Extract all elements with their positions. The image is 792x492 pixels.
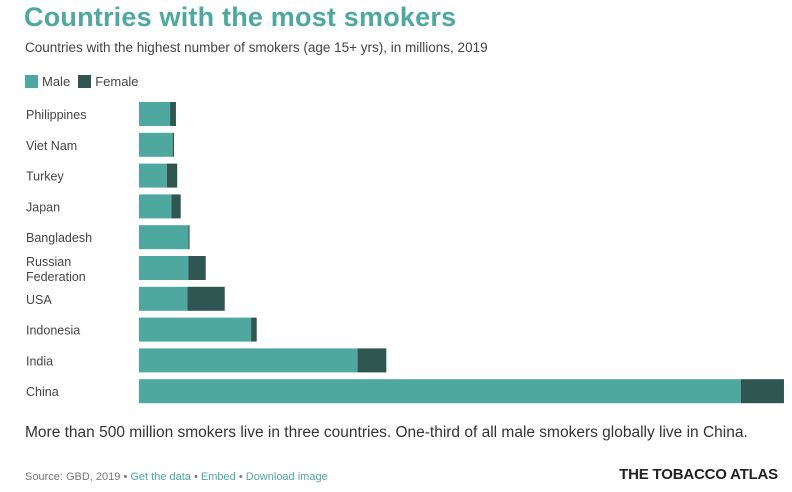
download-image-link[interactable]: Download image [245, 471, 328, 483]
chart-subtitle: Countries with the highest number of smo… [25, 40, 488, 55]
bar-female-indonesia [251, 317, 257, 342]
bar-chart: Philippines Viet Nam Turkey Japan Bangladesh… [26, 102, 784, 404]
bar-male-usa [139, 286, 188, 311]
legend-item-female: Female [78, 74, 139, 89]
category-label: China [26, 385, 59, 399]
bar-male-japan [139, 194, 172, 219]
embed-link[interactable]: Embed [200, 471, 236, 483]
legend-label-female: Female [95, 74, 139, 89]
footer-separator: • [238, 471, 243, 483]
category-label: Turkey [26, 170, 64, 184]
bar-female-japan [171, 194, 181, 219]
bar-male-china [139, 379, 741, 404]
bar-male-viet-nam [139, 132, 173, 157]
footer-separator: • [123, 471, 128, 483]
legend-swatch-female [78, 75, 92, 88]
category-label: Bangladesh [26, 231, 92, 245]
bar-male-russian-federation [139, 256, 189, 280]
bar-female-russian-federation [188, 256, 206, 280]
footer: Source: GBD, 2019 • Get the data • Embed… [25, 471, 328, 483]
category-label: India [26, 354, 53, 368]
bar-female-usa [187, 286, 225, 311]
chart-caption: More than 500 million smokers live in th… [25, 424, 748, 441]
category-label: USA [26, 293, 52, 307]
bar-female-viet-nam [172, 132, 174, 157]
bar-female-china [740, 379, 784, 404]
bar-male-philippines [139, 102, 171, 126]
bar-female-bangladesh [188, 225, 190, 250]
bar-male-turkey [139, 163, 167, 188]
legend-swatch-male [25, 75, 38, 88]
category-label: Viet Nam [26, 139, 77, 153]
category-label: Russian Federation [26, 255, 86, 284]
get-data-link[interactable]: Get the data [130, 471, 191, 483]
brand-logo: THE TOBACCO ATLAS [619, 466, 778, 483]
legend-item-male: Male [25, 74, 70, 89]
chart-title: Countries with the most smokers [24, 2, 457, 32]
category-label: Philippines [26, 108, 86, 122]
footer-separator: • [193, 471, 198, 483]
bar-female-india [357, 348, 387, 373]
bar-female-philippines [170, 102, 176, 126]
legend-label-male: Male [42, 74, 71, 89]
bar-male-indonesia [139, 317, 252, 342]
bar-male-india [139, 348, 358, 373]
bar-male-bangladesh [139, 225, 189, 250]
category-label: Indonesia [26, 324, 80, 338]
legend: Male Female [25, 74, 147, 89]
source-text: Source: GBD, 2019 [25, 471, 121, 483]
bar-female-turkey [166, 163, 178, 188]
category-label: Japan [26, 200, 60, 214]
